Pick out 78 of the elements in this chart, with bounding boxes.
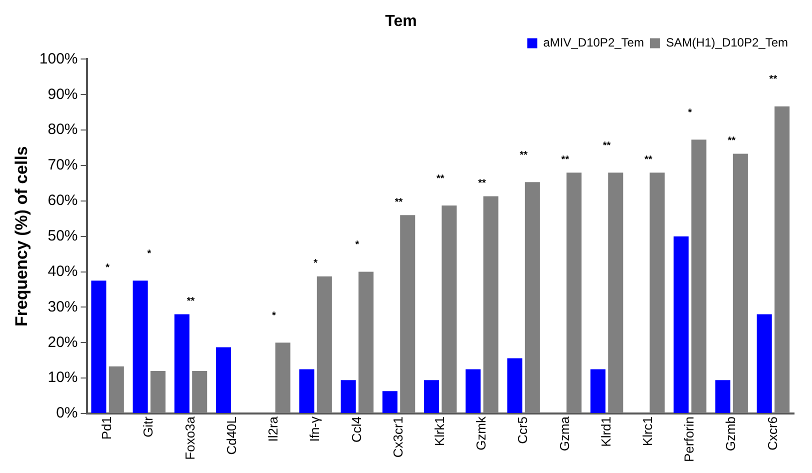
x-tick-label: Cxcr6: [764, 416, 780, 450]
annotation: **: [602, 140, 611, 152]
bar: [507, 358, 522, 413]
x-tick-label: Pd1: [99, 416, 114, 440]
bar: [674, 236, 689, 413]
y-tick-label: 80%: [48, 121, 78, 138]
x-tick-label: Ifn-γ: [307, 416, 322, 442]
x-tick-label: Gitr: [140, 416, 156, 438]
bar: [650, 172, 665, 413]
annotation: **: [769, 74, 778, 86]
legend-label: SAM(H1)_D10P2_Tem: [666, 36, 788, 50]
bar: [108, 366, 124, 413]
annotation: **: [561, 154, 570, 166]
x-tick-label: Cd40L: [224, 416, 239, 455]
annotation: **: [394, 196, 403, 208]
x-tick-label: Klrc1: [640, 416, 655, 446]
annotation: **: [644, 154, 652, 166]
bar: [216, 347, 232, 413]
annotation: **: [478, 178, 486, 190]
bar: [174, 314, 190, 413]
x-tick-label: Klrd1: [598, 416, 614, 447]
bar: [424, 380, 440, 413]
bar: [299, 369, 314, 413]
annotation: **: [186, 296, 195, 308]
x-tick-label: Ccl4: [348, 416, 364, 442]
bar: [91, 280, 106, 413]
y-tick-label: 40%: [48, 262, 78, 280]
x-tick-label: Il2ra: [266, 416, 281, 442]
y-tick-label: 30%: [48, 298, 78, 316]
annotation: *: [272, 310, 276, 322]
bar: [590, 369, 606, 413]
annotation: *: [106, 262, 110, 274]
bar: [524, 182, 540, 413]
y-tick-label: 90%: [48, 86, 78, 103]
x-tick-label: Cx3cr1: [390, 416, 406, 458]
bar: [132, 280, 148, 413]
y-tick-label: 70%: [48, 156, 78, 174]
annotation: **: [728, 136, 736, 147]
y-tick-label: 0%: [56, 404, 78, 422]
y-axis-title: Frequency (%) of cells: [12, 146, 31, 327]
bar: [316, 276, 332, 413]
x-tick-label: Gzmk: [474, 416, 489, 450]
annotation: *: [688, 107, 692, 118]
y-tick-label: 100%: [39, 50, 78, 68]
bar: [466, 369, 481, 413]
annotation: *: [147, 248, 152, 260]
y-tick-label: 20%: [48, 334, 78, 351]
annotation: *: [314, 258, 318, 270]
bar: [608, 172, 624, 413]
bar: [566, 172, 582, 413]
annotation: **: [520, 150, 528, 161]
x-tick-label: Gzmb: [723, 416, 738, 452]
x-tick-label: Gzma: [556, 416, 572, 452]
bar: [192, 370, 208, 413]
y-tick-label: 50%: [48, 227, 78, 244]
x-tick-label: Perforin: [682, 416, 697, 462]
bar: [400, 215, 416, 413]
bar: [358, 272, 374, 413]
annotation: **: [436, 173, 444, 184]
y-tick-label: 60%: [48, 192, 78, 210]
bar: [340, 380, 356, 413]
bar: [774, 106, 790, 413]
x-tick-label: Foxo3a: [182, 416, 198, 460]
bar: [715, 380, 730, 413]
bar: [483, 196, 498, 413]
bar: [442, 206, 457, 413]
x-tick-label: Ccr5: [515, 416, 530, 444]
chart-title: Tem: [385, 13, 417, 30]
x-tick-label: Klrk1: [432, 416, 447, 446]
legend-label: aMIV_D10P2_Tem: [543, 36, 644, 50]
bar: [150, 370, 166, 413]
bar: [756, 314, 772, 413]
bar: [382, 391, 398, 413]
y-tick-label: 10%: [48, 369, 78, 386]
bar: [275, 342, 290, 413]
bar: [691, 140, 706, 413]
annotation: *: [355, 240, 360, 251]
bar: [732, 154, 748, 413]
